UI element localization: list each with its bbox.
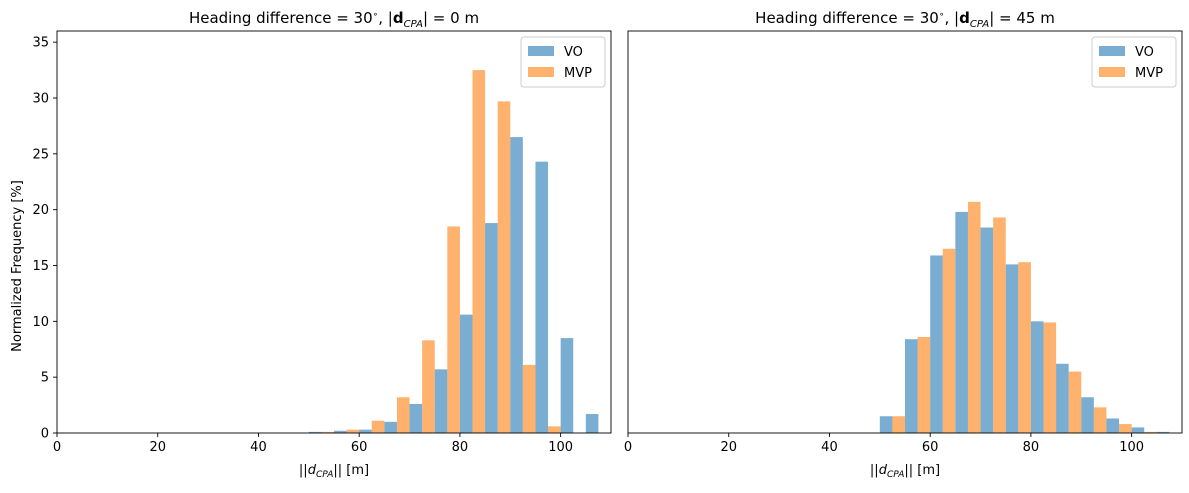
chart-panel-right: 0 20 40 60 80 100 Heading difference = 30∘, |d… bbox=[624, 9, 1183, 480]
bar-vo-60 bbox=[359, 429, 372, 433]
bar-vo-85 bbox=[1056, 363, 1069, 433]
x-tick-label: 80 bbox=[1023, 440, 1040, 455]
plot-frame bbox=[56, 30, 612, 434]
chart-title: Heading difference = 30∘, |dCPA| = 0 m bbox=[189, 9, 479, 30]
bar-mvp-55 bbox=[346, 429, 360, 433]
bar-mvp-60 bbox=[942, 248, 956, 433]
legend-swatch-mvp bbox=[1099, 67, 1125, 77]
bar-vo-60 bbox=[930, 255, 943, 433]
bar-mvp-80 bbox=[1043, 322, 1057, 433]
y-axis-label: Normalized Frequency [%] bbox=[10, 180, 25, 352]
bar-vo-65 bbox=[384, 421, 397, 433]
bar-mvp-55 bbox=[917, 336, 931, 433]
x-tick-label: 40 bbox=[250, 440, 267, 455]
legend-label-mvp: MVP bbox=[1135, 66, 1163, 81]
x-tick-label: 60 bbox=[351, 440, 368, 455]
bar-mvp-90 bbox=[1093, 407, 1107, 433]
plot-frame bbox=[627, 30, 1183, 434]
bar-mvp-50 bbox=[321, 431, 334, 433]
legend-label-vo: VO bbox=[564, 45, 583, 60]
legend-swatch-vo bbox=[528, 46, 554, 56]
x-tick-label: 80 bbox=[452, 440, 469, 455]
bar-vo-80 bbox=[1030, 321, 1044, 433]
chart-title: Heading difference = 30∘, |dCPA| = 45 m bbox=[755, 9, 1055, 30]
bar-mvp-80 bbox=[472, 70, 486, 433]
bar-mvp-100 bbox=[1144, 431, 1157, 433]
bar-vo-95 bbox=[1106, 418, 1120, 433]
y-tick-label: 35 bbox=[32, 36, 49, 51]
bar-mvp-65 bbox=[396, 397, 410, 433]
bar-vo-90 bbox=[510, 137, 523, 433]
y-tick-label: 10 bbox=[32, 315, 49, 330]
bar-mvp-85 bbox=[1068, 371, 1082, 433]
bar-vo-90 bbox=[1081, 397, 1094, 433]
bar-vo-85 bbox=[485, 223, 498, 433]
bar-mvp-85 bbox=[497, 101, 511, 433]
bar-mvp-75 bbox=[1018, 262, 1031, 433]
bar-vo-70 bbox=[409, 403, 423, 433]
bar-vo-80 bbox=[459, 314, 473, 433]
x-tick-label: 20 bbox=[149, 440, 166, 455]
y-tick-label: 30 bbox=[32, 92, 49, 107]
bar-vo-50 bbox=[879, 416, 893, 433]
legend-label-mvp: MVP bbox=[564, 66, 592, 81]
bar-mvp-70 bbox=[993, 217, 1006, 433]
bar-vo-50 bbox=[308, 431, 322, 433]
bar-vo-55 bbox=[905, 339, 918, 433]
bar-vo-100 bbox=[1131, 427, 1145, 433]
bar-mvp-75 bbox=[447, 226, 460, 433]
bar-mvp-60 bbox=[371, 420, 385, 433]
x-tick-label: 0 bbox=[624, 440, 632, 455]
x-tick-label: 20 bbox=[720, 440, 737, 455]
x-axis-label: ||dCPA|| [m] bbox=[299, 463, 369, 480]
bar-vo-105 bbox=[1156, 431, 1170, 433]
bar-mvp-70 bbox=[422, 340, 435, 433]
x-axis-label: ||dCPA|| [m] bbox=[870, 463, 940, 480]
legend-box bbox=[1091, 36, 1177, 88]
x-tick-label: 60 bbox=[922, 440, 939, 455]
bar-vo-95 bbox=[535, 161, 549, 433]
bar-vo-65 bbox=[955, 211, 968, 433]
y-tick-label: 25 bbox=[32, 147, 49, 162]
bar-vo-105 bbox=[585, 414, 599, 433]
y-tick-label: 5 bbox=[41, 371, 49, 386]
y-tick-label: 20 bbox=[32, 203, 49, 218]
legend-swatch-vo bbox=[1099, 46, 1125, 56]
x-tick-label: 0 bbox=[53, 440, 61, 455]
bar-vo-75 bbox=[1005, 264, 1019, 433]
legend-swatch-mvp bbox=[528, 67, 554, 77]
x-tick-label: 100 bbox=[548, 440, 573, 455]
bar-mvp-95 bbox=[548, 426, 561, 433]
bar-vo-75 bbox=[434, 369, 448, 433]
bar-mvp-90 bbox=[522, 364, 536, 433]
bar-mvp-50 bbox=[892, 416, 905, 433]
y-tick-label: 15 bbox=[32, 259, 49, 274]
x-tick-label: 100 bbox=[1119, 440, 1144, 455]
x-tick-label: 40 bbox=[821, 440, 838, 455]
legend-label-vo: VO bbox=[1135, 45, 1154, 60]
bar-mvp-65 bbox=[967, 201, 981, 433]
bar-mvp-95 bbox=[1119, 424, 1132, 433]
bar-vo-55 bbox=[334, 430, 347, 433]
bar-vo-70 bbox=[980, 227, 994, 433]
legend-box bbox=[520, 36, 606, 88]
bar-vo-100 bbox=[560, 338, 574, 433]
chart-panel-left: 0 20 40 60 80 100 0 5 10 15 20 25 30 35 Heading differ… bbox=[32, 9, 612, 480]
y-tick-label: 0 bbox=[41, 427, 49, 442]
